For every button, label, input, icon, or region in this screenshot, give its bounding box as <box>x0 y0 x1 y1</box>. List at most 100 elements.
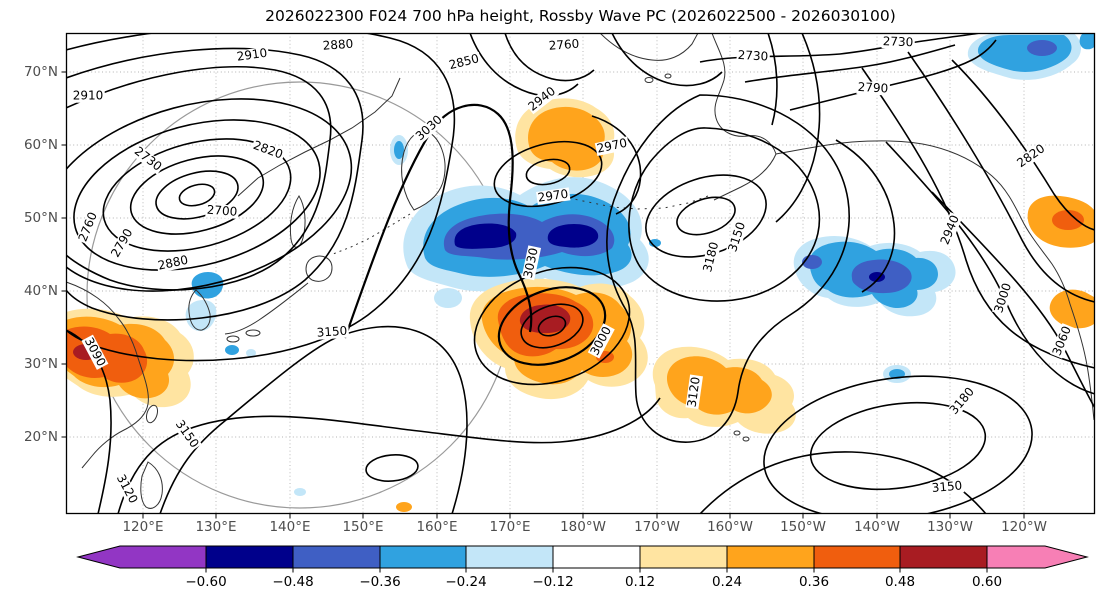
lat-tick-label: 70°N <box>23 64 58 80</box>
lon-tick-label: 170°W <box>634 519 680 535</box>
colorbar-tick-label: 0.24 <box>711 574 743 590</box>
contour-line <box>504 34 595 82</box>
contour-line <box>520 303 584 349</box>
contour-line <box>951 59 1094 231</box>
lat-tick-label: 60°N <box>23 137 58 153</box>
lon-tick-label: 150°E <box>342 519 384 535</box>
colorbar-segment <box>205 545 294 569</box>
colorbar-tick-label: 0.60 <box>971 574 1003 590</box>
colorbar-tick-label: 0.12 <box>624 574 656 590</box>
colorbar-segment <box>639 545 728 569</box>
colorbar-segment-under <box>76 545 207 569</box>
coastline-honshu <box>224 282 309 335</box>
coastline-hawaii <box>742 436 750 442</box>
coastline-island <box>245 329 261 337</box>
contour-label: 3150 <box>930 478 964 496</box>
lon-tick-label: 150°W <box>780 519 826 535</box>
colorbar-tick-label: −0.24 <box>445 574 487 590</box>
contour-line <box>789 39 997 111</box>
map-frame <box>65 32 1096 515</box>
contour-line <box>525 158 571 186</box>
coastline-island <box>644 77 654 83</box>
colorbar <box>76 545 1089 573</box>
anomaly-region <box>1052 210 1084 230</box>
contour-line <box>744 44 956 83</box>
colorbar-tick-label: 0.36 <box>798 574 830 590</box>
contour-line <box>67 98 353 292</box>
anomaly-region <box>396 502 412 512</box>
contour-label: 2910 <box>71 88 105 103</box>
anomaly-region <box>434 288 462 308</box>
contour-label: 2880 <box>321 36 355 53</box>
contour-line <box>606 94 850 443</box>
contour-line <box>676 196 736 236</box>
contour-line <box>767 34 778 126</box>
colorbar-tick-label: 0.48 <box>884 574 916 590</box>
lon-tick-label: 130°E <box>195 519 237 535</box>
coastline-north-america <box>775 140 1094 421</box>
lat-tick-label: 30°N <box>23 356 58 372</box>
contour-line <box>835 139 896 293</box>
anomaly-region <box>394 141 404 159</box>
lon-tick-label: 120°W <box>1001 519 1047 535</box>
contour-line <box>931 191 1094 408</box>
contour-line <box>365 454 419 482</box>
anomaly-region <box>246 349 256 357</box>
coastline-hawaii <box>733 430 741 436</box>
colorbar-segment <box>379 545 467 569</box>
coastline-kurils <box>332 213 411 255</box>
colorbar-segment <box>465 545 554 569</box>
contour-line <box>775 34 821 223</box>
contour-line <box>343 103 533 339</box>
lon-tick-label: 120°E <box>122 519 164 535</box>
anomaly-region <box>454 223 517 249</box>
contour-line <box>67 66 332 291</box>
coastline-island <box>226 335 240 343</box>
colorbar-segment <box>899 545 988 569</box>
contour-line <box>628 127 821 302</box>
contour-line <box>469 34 579 97</box>
contour-line <box>861 67 1094 369</box>
lon-tick-label: 160°W <box>707 519 753 535</box>
contour-line <box>537 315 567 337</box>
coastline-taiwan <box>145 404 159 424</box>
contour-label: 2700 <box>205 202 239 219</box>
contour-label: 2730 <box>881 34 915 50</box>
coastline-alaska-west <box>711 34 777 201</box>
colorbar-segment <box>813 545 901 569</box>
coastline-sakhalin <box>289 195 306 248</box>
contour-line <box>155 170 239 220</box>
anomaly-region <box>185 300 217 332</box>
contour-line <box>129 155 265 235</box>
anomaly-region <box>225 345 239 355</box>
contour-label: 2760 <box>547 36 581 53</box>
colorbar-tick-label: −0.36 <box>359 574 401 590</box>
lat-tick-label: 50°N <box>23 210 58 226</box>
figure-title: 2026022300 F024 700 hPa height, Rossby W… <box>265 7 896 25</box>
colorbar-segment-over <box>986 545 1089 569</box>
contour-line <box>497 286 607 366</box>
contour-line <box>493 140 603 208</box>
coastline-korea <box>188 289 211 331</box>
colorbar-segment <box>552 545 641 569</box>
anomaly-region <box>528 106 605 171</box>
anomaly-region <box>1027 40 1057 56</box>
lon-tick-label: 180°W <box>560 519 606 535</box>
lon-tick-label: 130°W <box>927 519 973 535</box>
contour-line <box>591 115 642 215</box>
contour-line <box>73 119 321 271</box>
contour-label: 3150 <box>315 323 349 340</box>
anomaly-shading <box>67 34 1094 512</box>
contour-line <box>117 397 661 513</box>
coastline-chukotka <box>600 34 699 61</box>
contour-label: 2790 <box>856 79 890 96</box>
colorbar-tick-label: −0.48 <box>272 574 314 590</box>
lon-tick-label: 160°E <box>416 519 458 535</box>
contour-line <box>178 183 216 207</box>
lon-tick-label: 140°W <box>854 519 900 535</box>
coastline-island <box>664 73 672 79</box>
colorbar-tick-label: −0.12 <box>532 574 574 590</box>
lon-tick-label: 170°E <box>489 519 531 535</box>
contour-line <box>611 34 723 87</box>
